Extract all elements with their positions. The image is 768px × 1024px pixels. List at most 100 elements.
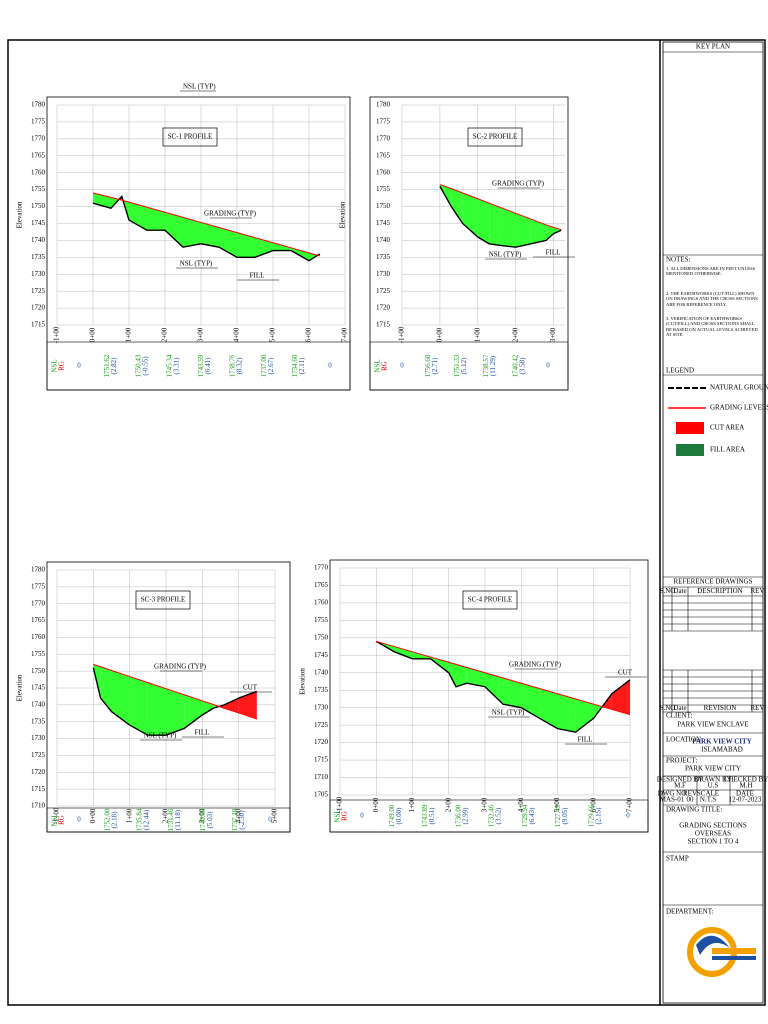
x-tick-label: 0+00 bbox=[372, 797, 380, 812]
x-tick-label: 1+00 bbox=[125, 808, 133, 823]
table-nsl-value: 1752.00 bbox=[103, 808, 111, 831]
location: PARK VIEW CITY bbox=[692, 738, 752, 746]
fill-area bbox=[147, 682, 166, 736]
x-tick-label: 3+00 bbox=[481, 797, 489, 812]
table-nsl-value: 1729.66 bbox=[587, 804, 595, 827]
y-tick-label: 1780 bbox=[31, 101, 46, 109]
info-header: CHECKED BY bbox=[724, 776, 768, 784]
profile-title-box bbox=[467, 127, 523, 147]
table-diff-value: (6.43) bbox=[528, 807, 536, 825]
y-tick-label: 1770 bbox=[31, 599, 46, 607]
y-tick-label: 1725 bbox=[31, 751, 46, 759]
fill-area bbox=[557, 693, 576, 733]
y-tick-label: 1725 bbox=[314, 721, 329, 729]
profile-title: SC-3 PROFILE bbox=[141, 596, 186, 604]
sheet-note: NSL (TYP) bbox=[183, 83, 216, 91]
nsl-annotation: NSL (TYP) bbox=[144, 732, 177, 740]
table-row-label: NSL bbox=[334, 809, 342, 822]
natural-ground-line bbox=[92, 195, 321, 262]
table-header: Date bbox=[673, 587, 686, 595]
y-tick-label: 1775 bbox=[31, 118, 46, 126]
table-diff-value: (2.15) bbox=[594, 807, 602, 825]
fill-annotation: FILL bbox=[250, 272, 265, 280]
x-tick-label: 4+00 bbox=[233, 327, 241, 342]
y-tick-label: 1755 bbox=[376, 185, 391, 193]
legend-swatches bbox=[668, 387, 706, 456]
x-tick-label: 0+00 bbox=[436, 327, 444, 342]
axis-title: Elevation bbox=[16, 674, 24, 701]
y-tick-label: 1715 bbox=[31, 321, 46, 329]
table-edge: 0 bbox=[626, 812, 630, 820]
info-value: U.S bbox=[708, 782, 719, 790]
table-nsl-value: 1749.00 bbox=[388, 804, 396, 827]
fill-area bbox=[166, 688, 185, 736]
grading-annotation: GRADING (TYP) bbox=[492, 180, 545, 188]
legend-title: LEGEND bbox=[666, 367, 694, 375]
y-tick-label: 1775 bbox=[31, 582, 46, 590]
y-tick-label: 1780 bbox=[31, 566, 46, 574]
table-row-label: NSL bbox=[374, 359, 382, 372]
y-tick-label: 1755 bbox=[314, 616, 329, 624]
x-tick-label: 5+00 bbox=[553, 797, 561, 812]
reference-title: REFERENCE DRAWINGS bbox=[674, 578, 753, 586]
info-value: 12-07-2023 bbox=[729, 796, 762, 804]
x-tick-label: -1+00 bbox=[336, 796, 344, 813]
y-tick-label: 1735 bbox=[314, 686, 329, 694]
nsl-annotation: NSL (TYP) bbox=[492, 709, 525, 717]
table-diff-value: (9.05) bbox=[561, 807, 569, 825]
table-nsl-value: 1743.59 bbox=[197, 354, 205, 377]
y-tick-label: 1730 bbox=[314, 703, 329, 711]
table-diff-value: (11.18) bbox=[174, 809, 182, 830]
table-header: S.NO bbox=[660, 704, 676, 712]
table-frame bbox=[46, 341, 351, 391]
y-tick-label: 1750 bbox=[31, 202, 46, 210]
natural-ground-line bbox=[92, 667, 258, 736]
y-tick-label: 1720 bbox=[376, 304, 391, 312]
fill-area bbox=[165, 212, 183, 248]
legend-entry: CUT AREA bbox=[710, 424, 744, 432]
natural-ground-line bbox=[439, 185, 562, 248]
x-tick-label: 6+00 bbox=[589, 797, 597, 812]
table-diff-value: (0.00) bbox=[395, 807, 403, 825]
location-sub: ISLAMABAD bbox=[701, 746, 743, 754]
fill-area bbox=[255, 237, 273, 258]
table-nsl-value: 1734.60 bbox=[291, 354, 299, 377]
table-nsl-value: 1751.62 bbox=[103, 354, 111, 377]
x-tick-label: 3+00 bbox=[198, 808, 206, 823]
x-tick-label: 2+00 bbox=[161, 327, 169, 342]
legend-entry: GRADING LEVELS bbox=[710, 404, 768, 412]
y-tick-label: 1715 bbox=[376, 321, 391, 329]
profile-title: SC-2 PROFILE bbox=[473, 133, 518, 141]
table-header: Date bbox=[673, 704, 686, 712]
table-nsl-value: 1727.49 bbox=[554, 804, 562, 827]
y-tick-label: 1740 bbox=[314, 668, 329, 676]
axis-title: Elevation bbox=[16, 201, 24, 228]
y-tick-label: 1710 bbox=[31, 802, 46, 810]
fill-area bbox=[129, 202, 147, 231]
x-tick-label: 1+00 bbox=[473, 327, 481, 342]
title-block-frame bbox=[662, 41, 764, 1004]
note: 3. VERIFICATION OF EARTHWORKS (CUT/FILL)… bbox=[666, 316, 758, 338]
fill-area bbox=[202, 700, 214, 715]
x-tick-label: 7+00 bbox=[341, 327, 349, 342]
y-tick-label: 1745 bbox=[376, 219, 391, 227]
table-diff-value: (12.44) bbox=[142, 809, 150, 830]
y-tick-label: 1725 bbox=[376, 287, 391, 295]
y-tick-label: 1780 bbox=[376, 101, 391, 109]
cut-area bbox=[611, 679, 630, 715]
cut-area bbox=[238, 691, 257, 720]
x-tick-label: 4+00 bbox=[234, 808, 242, 823]
drawing-title: SECTION 1 TO 4 bbox=[688, 838, 739, 846]
x-tick-label: 5+00 bbox=[269, 327, 277, 342]
grading-line bbox=[376, 640, 631, 716]
table-header: DESCRIPTION bbox=[697, 587, 743, 595]
table-nsl-value: 1732.46 bbox=[488, 804, 496, 827]
info-header: SCALE bbox=[697, 790, 719, 798]
table-nsl-value: 1735.84 bbox=[135, 808, 143, 831]
axis-title: Elevation bbox=[339, 201, 347, 228]
table-nsl-value: 1750.43 bbox=[134, 354, 142, 377]
table-row-label: RG bbox=[381, 361, 389, 371]
table-diff-value: (11.29) bbox=[489, 355, 497, 376]
x-tick-label: 3+00 bbox=[197, 327, 205, 342]
